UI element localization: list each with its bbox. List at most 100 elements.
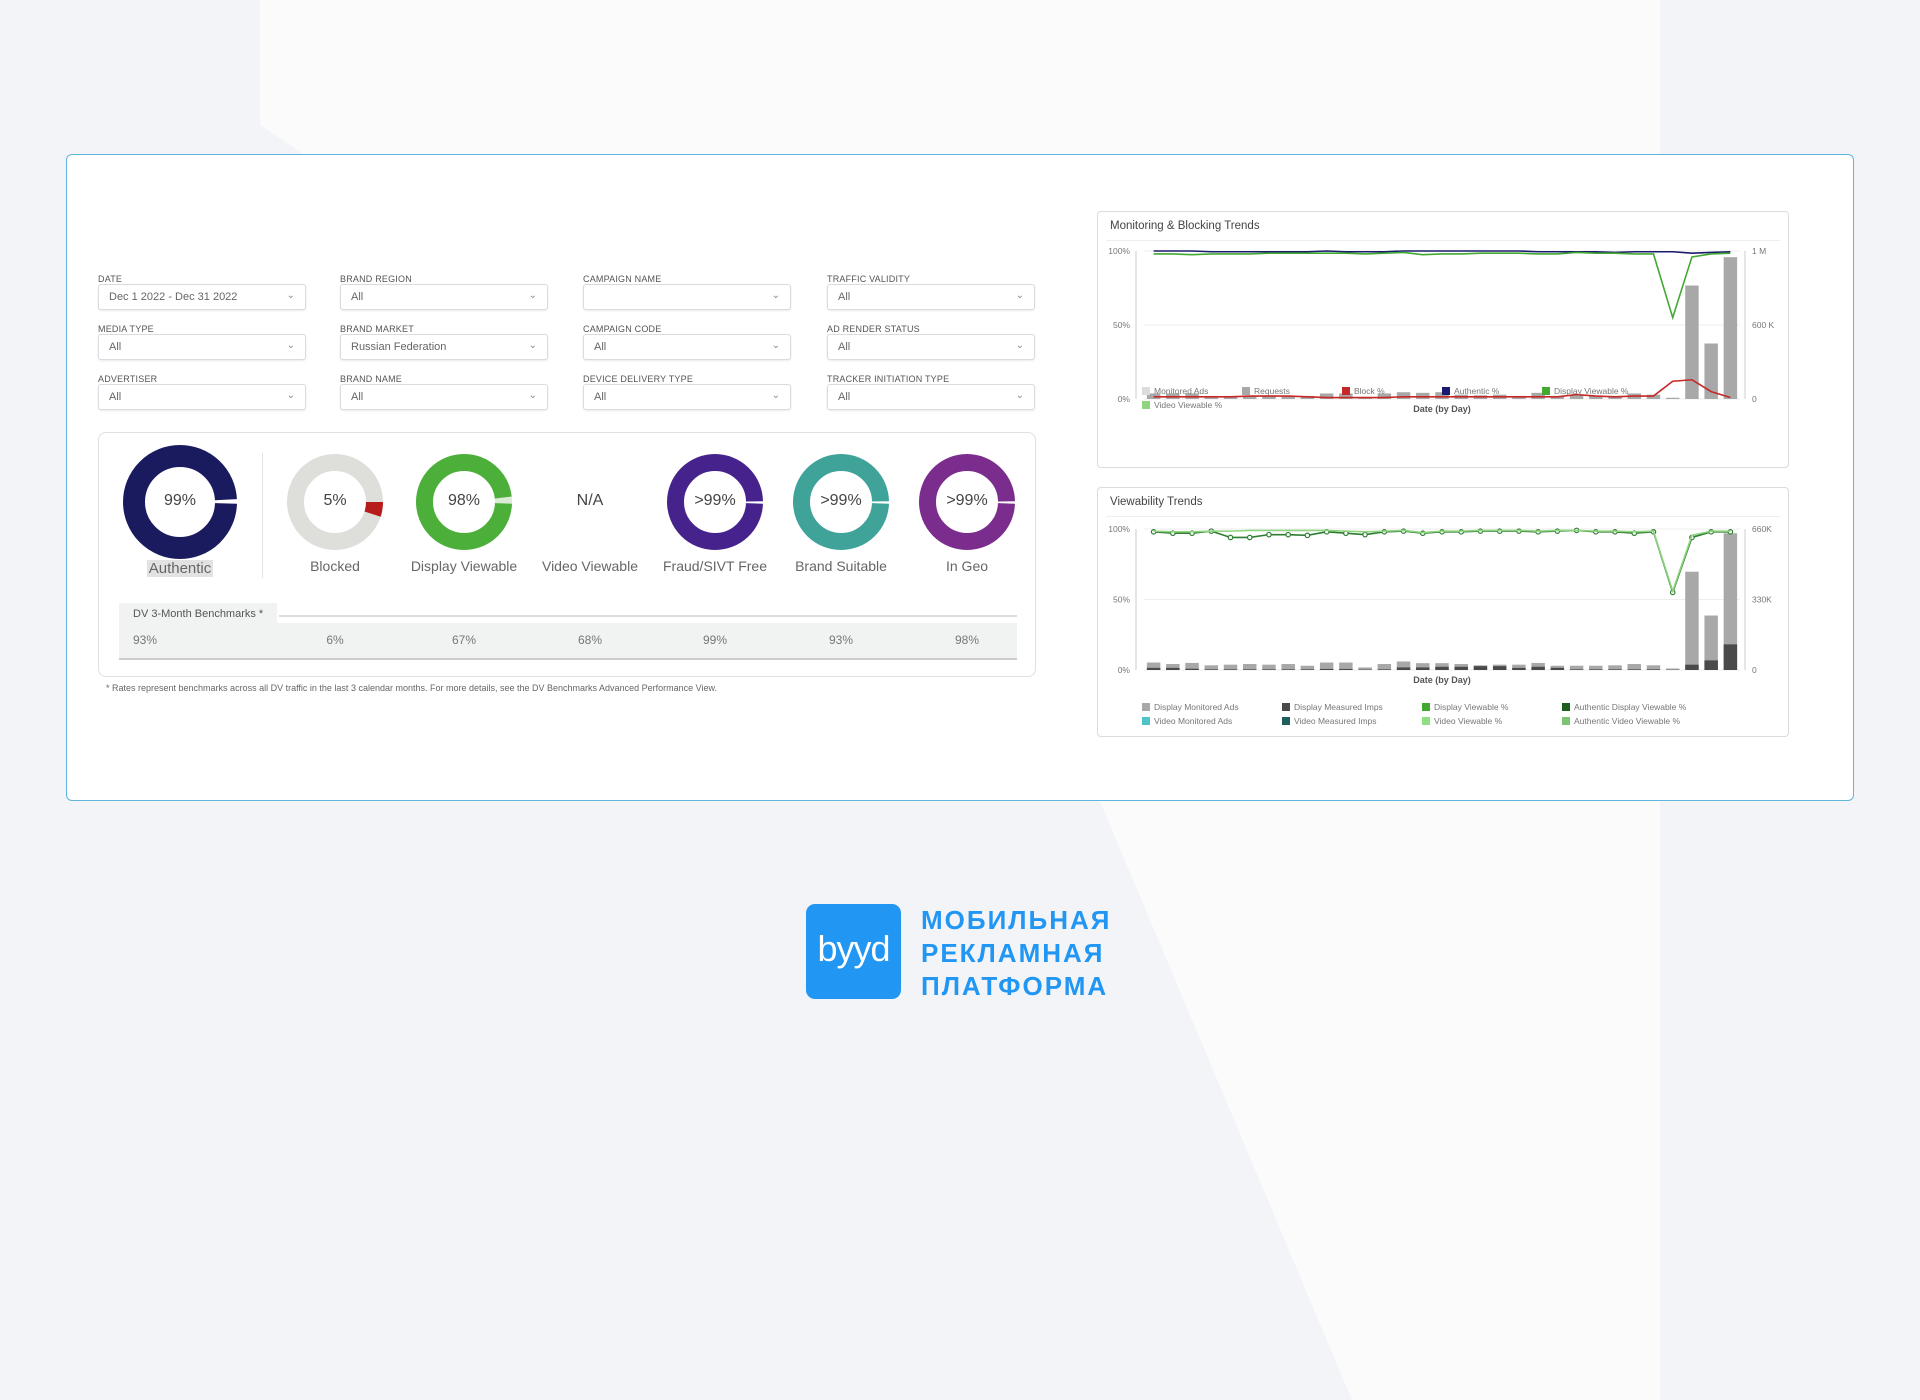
metric-label: Brand Suitable (771, 558, 911, 574)
bar (1628, 669, 1641, 670)
y-left-tick: 0% (1118, 665, 1131, 675)
filter-label: DEVICE DELIVERY TYPE (583, 374, 693, 384)
data-point (1248, 535, 1252, 539)
legend-swatch (1142, 703, 1150, 711)
legend-item[interactable]: Display Viewable % (1422, 702, 1562, 712)
bar (1339, 663, 1352, 670)
filter-select[interactable]: All ⌄ (340, 284, 548, 310)
benchmark-value: 6% (285, 633, 385, 647)
bar (1685, 665, 1698, 670)
bar (1435, 667, 1448, 670)
legend-swatch (1562, 717, 1570, 725)
bar (1166, 668, 1179, 670)
filter-value: All (594, 391, 606, 403)
bar (1281, 664, 1294, 670)
legend-swatch (1422, 717, 1430, 725)
bar (1666, 669, 1679, 670)
filter-select[interactable]: All⌄ (827, 284, 1035, 310)
bar (1628, 664, 1641, 670)
chevron-down-icon: ⌄ (772, 390, 780, 401)
filter-select[interactable]: All ⌄ (583, 384, 791, 410)
legend-item[interactable]: Authentic Display Viewable % (1562, 702, 1722, 712)
bar (1378, 669, 1391, 670)
legend-item[interactable]: Display Measured Imps (1282, 702, 1422, 712)
filter-value: Russian Federation (351, 341, 446, 353)
benchmark-value: 93% (791, 633, 891, 647)
bar (1647, 669, 1660, 670)
legend-item[interactable]: Display Viewable % (1542, 386, 1662, 396)
bar (1570, 666, 1583, 670)
legend-item[interactable]: Requests (1242, 386, 1342, 396)
legend-item[interactable]: Video Viewable % (1422, 716, 1562, 726)
legend-item[interactable]: Authentic % (1442, 386, 1542, 396)
bar (1724, 644, 1737, 670)
bar (1416, 667, 1429, 670)
divider (279, 615, 1017, 617)
footnote: * Rates represent benchmarks across all … (106, 683, 717, 693)
legend-item[interactable]: Video Measured Imps (1282, 716, 1422, 726)
legend-swatch (1562, 703, 1570, 711)
y-right-tick: 1 M (1752, 246, 1766, 256)
legend-item[interactable]: Block % (1342, 386, 1442, 396)
legend-swatch (1142, 401, 1150, 409)
filter-select[interactable]: All⌄ (827, 334, 1035, 360)
series-line (1154, 252, 1731, 317)
filter-value: All (109, 391, 121, 403)
chevron-down-icon: ⌄ (287, 340, 295, 351)
y-right-tick: 330K (1752, 595, 1772, 605)
bar (1647, 665, 1660, 670)
filter-value: All (838, 391, 850, 403)
filter-label: CAMPAIGN CODE (583, 324, 661, 334)
filter-select[interactable]: All⌄ (340, 384, 548, 410)
filter-label: ADVERTISER (98, 374, 157, 384)
legend-item[interactable]: Video Monitored Ads (1142, 716, 1282, 726)
y-right-tick: 600 K (1752, 320, 1775, 330)
chevron-down-icon: ⌄ (1016, 340, 1024, 351)
benchmark-value: 68% (540, 633, 640, 647)
y-right-tick: 0 (1752, 665, 1757, 675)
chevron-down-icon: ⌄ (529, 390, 537, 401)
bar (1704, 660, 1717, 670)
legend-item[interactable]: Authentic Video Viewable % (1562, 716, 1722, 726)
filter-select[interactable]: All⌄ (98, 384, 306, 410)
legend-swatch (1242, 387, 1250, 395)
filter-select[interactable]: ⌄ (583, 284, 791, 310)
bar (1185, 669, 1198, 670)
legend-swatch (1422, 703, 1430, 711)
bar (1147, 668, 1160, 670)
metric-label: Authentic (110, 560, 250, 577)
filter-select[interactable]: All⌄ (583, 334, 791, 360)
x-axis-label: Date (by Day) (1413, 675, 1471, 685)
bar (1205, 665, 1218, 670)
tagline-line: ПЛАТФОРМА (921, 970, 1111, 1003)
data-point (1267, 532, 1271, 536)
legend-swatch (1282, 717, 1290, 725)
filter-value: All (351, 291, 363, 303)
y-left-tick: 50% (1113, 595, 1130, 605)
bar (1474, 666, 1487, 670)
filter-label: CAMPAIGN NAME (583, 274, 661, 284)
bar (1281, 669, 1294, 670)
brand-tagline: МОБИЛЬНАЯ РЕКЛАМНАЯ ПЛАТФОРМА (921, 904, 1111, 1003)
bar (1531, 667, 1544, 670)
byyd-logo: byyd (806, 904, 901, 999)
bar (1224, 665, 1237, 670)
chevron-down-icon: ⌄ (287, 290, 295, 301)
tagline-line: МОБИЛЬНАЯ (921, 904, 1111, 937)
filter-select[interactable]: Russian Federation⌄ (340, 334, 548, 360)
filter-select[interactable]: All⌄ (827, 384, 1035, 410)
chevron-down-icon: ⌄ (772, 290, 780, 301)
filter-select[interactable]: All⌄ (98, 334, 306, 360)
data-point (1228, 535, 1232, 539)
legend-item[interactable]: Display Monitored Ads (1142, 702, 1282, 712)
legend-item[interactable]: Video Viewable % (1142, 400, 1242, 410)
filter-select[interactable]: Dec 1 2022 - Dec 31 2022⌄ (98, 284, 306, 310)
chevron-down-icon: ⌄ (529, 290, 537, 301)
bar (1589, 669, 1602, 670)
bar (1685, 572, 1698, 670)
filter-label: MEDIA TYPE (98, 324, 154, 334)
legend-item[interactable]: Monitored Ads (1142, 386, 1242, 396)
divider (262, 453, 263, 578)
bar (1320, 669, 1333, 670)
